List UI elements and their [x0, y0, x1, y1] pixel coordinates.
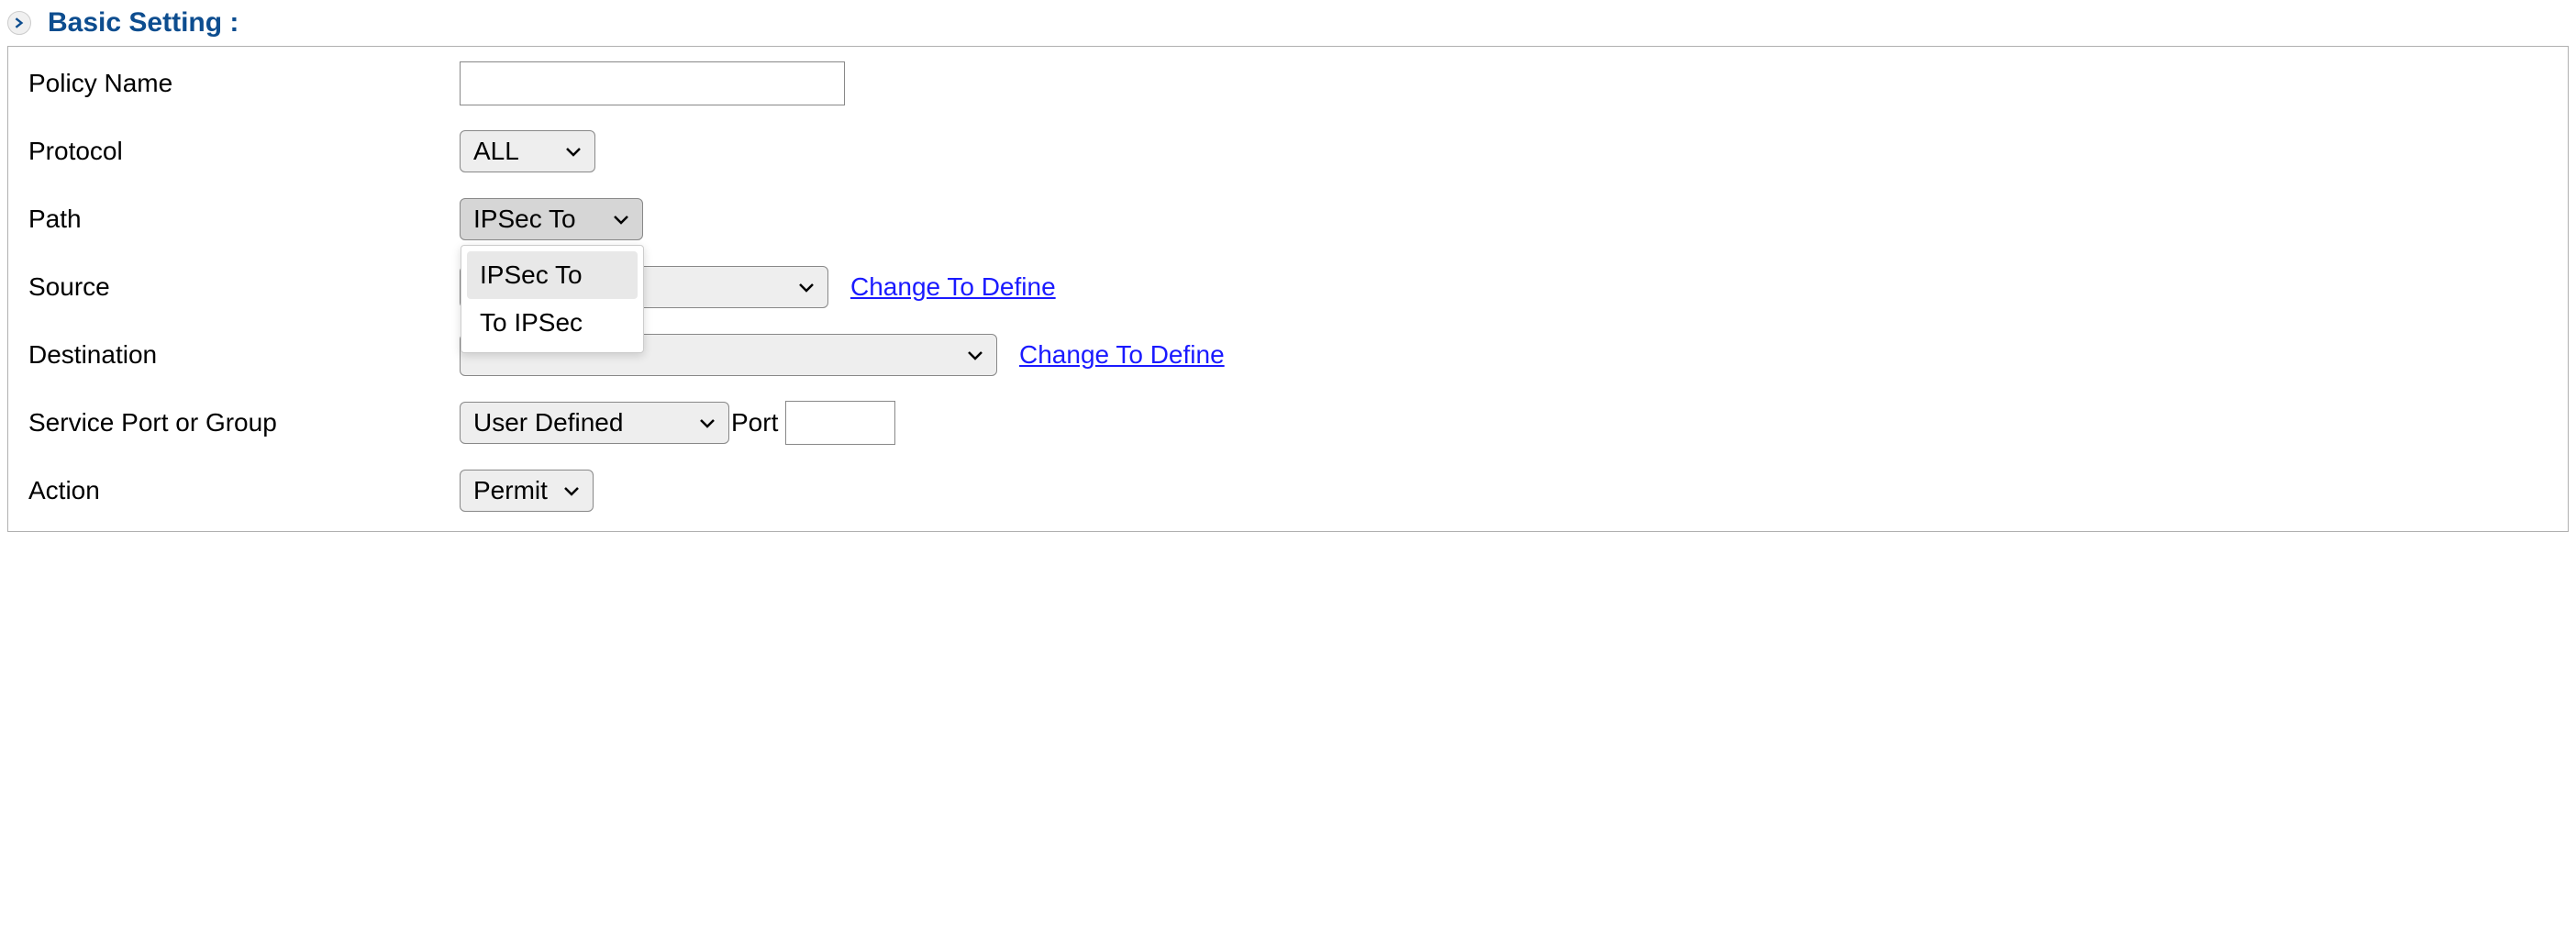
- label-path: Path: [28, 205, 460, 234]
- label-service: Service Port or Group: [28, 408, 460, 437]
- chevron-down-icon: [565, 146, 582, 157]
- chevron-down-icon: [798, 282, 815, 293]
- port-label: Port: [731, 408, 778, 437]
- service-selected-value: User Defined: [473, 408, 623, 437]
- path-dropdown: IPSec To To IPSec: [461, 245, 644, 353]
- row-policy-name: Policy Name: [28, 60, 2548, 107]
- chevron-down-icon: [563, 485, 580, 496]
- row-protocol: Protocol ALL: [28, 127, 2548, 175]
- chevron-down-icon: [699, 417, 716, 428]
- row-path: Path IPSec To IPSec To To IPSec: [28, 195, 2548, 243]
- section-header: Basic Setting :: [7, 7, 2569, 39]
- chevron-down-icon: [613, 214, 629, 225]
- row-source: Source Change To Define: [28, 263, 2548, 311]
- label-source: Source: [28, 272, 460, 302]
- chevron-down-icon: [967, 349, 983, 360]
- source-change-link[interactable]: Change To Define: [850, 272, 1056, 302]
- label-action: Action: [28, 476, 460, 505]
- service-select[interactable]: User Defined: [460, 402, 729, 444]
- protocol-selected-value: ALL: [473, 137, 519, 166]
- label-destination: Destination: [28, 340, 460, 370]
- path-selected-value: IPSec To: [473, 205, 576, 234]
- action-select[interactable]: Permit: [460, 470, 594, 512]
- protocol-select[interactable]: ALL: [460, 130, 595, 172]
- basic-setting-panel: Policy Name Protocol ALL Path IPSec To: [7, 46, 2569, 532]
- path-select[interactable]: IPSec To IPSec To To IPSec: [460, 198, 643, 240]
- row-service: Service Port or Group User Defined Port: [28, 399, 2548, 447]
- row-action: Action Permit: [28, 467, 2548, 515]
- port-input[interactable]: [785, 401, 895, 445]
- destination-change-link[interactable]: Change To Define: [1019, 340, 1225, 370]
- row-destination: Destination Change To Define: [28, 331, 2548, 379]
- path-option-to-ipsec[interactable]: To IPSec: [467, 299, 638, 347]
- expand-icon[interactable]: [7, 11, 31, 35]
- section-title: Basic Setting :: [48, 7, 239, 39]
- label-policy-name: Policy Name: [28, 69, 460, 98]
- action-selected-value: Permit: [473, 476, 548, 505]
- path-option-ipsec-to[interactable]: IPSec To: [467, 251, 638, 299]
- label-protocol: Protocol: [28, 137, 460, 166]
- policy-name-input[interactable]: [460, 61, 845, 105]
